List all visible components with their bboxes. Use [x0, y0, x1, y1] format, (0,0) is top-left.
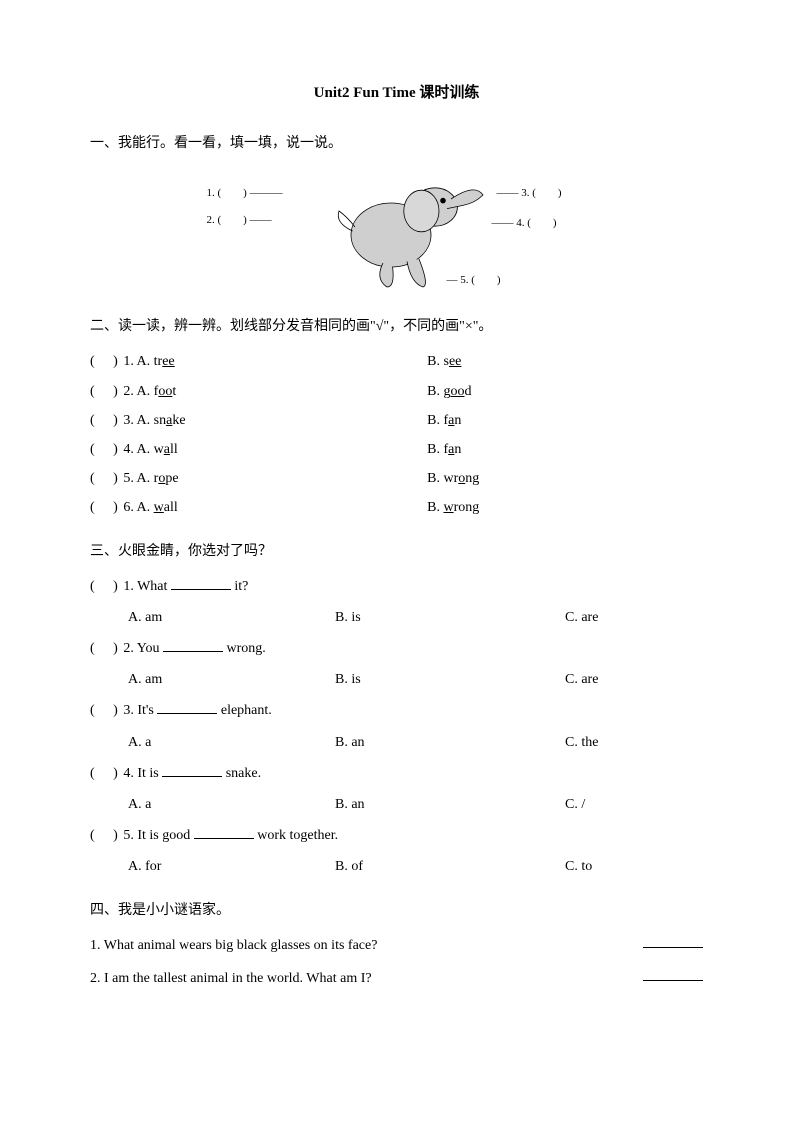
mc-options: A. amB. isC. are	[90, 605, 703, 630]
mc-question[interactable]: ( ) 1. What it?	[90, 574, 703, 599]
mc-question[interactable]: ( ) 5. It is good work together.	[90, 823, 703, 848]
pronunciation-row[interactable]: ( ) 4. A. wallB. fan	[90, 437, 703, 462]
section2-list: ( ) 1. A. treeB. see ( ) 2. A. footB. goo…	[90, 349, 703, 520]
riddle-row[interactable]: 1. What animal wears big black glasses o…	[90, 933, 703, 958]
option-b[interactable]: B. is	[335, 605, 565, 630]
option-c[interactable]: C. to	[565, 854, 703, 879]
section4-list: 1. What animal wears big black glasses o…	[90, 933, 703, 991]
mc-question[interactable]: ( ) 2. You wrong.	[90, 636, 703, 661]
section2-heading: 二、读一读，辨一辨。划线部分发音相同的画"√"，不同的画"×"。	[90, 314, 703, 339]
option-a[interactable]: A. a	[128, 792, 335, 817]
answer-blank[interactable]	[643, 933, 703, 948]
option-a[interactable]: A. am	[128, 667, 335, 692]
pronunciation-row[interactable]: ( ) 1. A. treeB. see	[90, 349, 703, 374]
section3-heading: 三、火眼金睛，你选对了吗？	[90, 539, 703, 564]
section3-list: ( ) 1. What it?A. amB. isC. are( ) 2. Yo…	[90, 574, 703, 880]
answer-blank[interactable]	[643, 966, 703, 981]
elephant-diagram: 1. ( ) ——— 2. ( ) —— —— 3. ( ) —— 4. ( )…	[217, 166, 577, 296]
mc-options: A. aB. anC. the	[90, 730, 703, 755]
option-c[interactable]: C. are	[565, 605, 703, 630]
label-1[interactable]: 1. ( ) ———	[207, 184, 283, 204]
option-c[interactable]: C. are	[565, 667, 703, 692]
option-a[interactable]: A. for	[128, 854, 335, 879]
label-5[interactable]: — 5. ( )	[447, 271, 501, 291]
pronunciation-row[interactable]: ( ) 3. A. snakeB. fan	[90, 408, 703, 433]
option-c[interactable]: C. /	[565, 792, 703, 817]
option-a[interactable]: A. a	[128, 730, 335, 755]
mc-options: A. forB. ofC. to	[90, 854, 703, 879]
pronunciation-row[interactable]: ( ) 6. A. wallB. wrong	[90, 495, 703, 520]
riddle-row[interactable]: 2. I am the tallest animal in the world.…	[90, 966, 703, 991]
option-b[interactable]: B. of	[335, 854, 565, 879]
option-b[interactable]: B. an	[335, 792, 565, 817]
label-4[interactable]: —— 4. ( )	[492, 214, 557, 234]
mc-question[interactable]: ( ) 4. It is snake.	[90, 761, 703, 786]
option-b[interactable]: B. is	[335, 667, 565, 692]
pronunciation-row[interactable]: ( ) 5. A. ropeB. wrong	[90, 466, 703, 491]
label-2[interactable]: 2. ( ) ——	[207, 211, 272, 231]
option-b[interactable]: B. an	[335, 730, 565, 755]
option-a[interactable]: A. am	[128, 605, 335, 630]
label-3[interactable]: —— 3. ( )	[497, 184, 562, 204]
option-c[interactable]: C. the	[565, 730, 703, 755]
worksheet-page: Unit2 Fun Time 课时训练 一、我能行。看一看，填一填，说一说。 1…	[0, 0, 793, 1122]
section1-heading: 一、我能行。看一看，填一填，说一说。	[90, 131, 703, 156]
mc-question[interactable]: ( ) 3. It's elephant.	[90, 698, 703, 723]
mc-options: A. aB. anC. /	[90, 792, 703, 817]
section4-heading: 四、我是小小谜语家。	[90, 898, 703, 923]
mc-options: A. amB. isC. are	[90, 667, 703, 692]
pronunciation-row[interactable]: ( ) 2. A. footB. good	[90, 379, 703, 404]
page-title: Unit2 Fun Time 课时训练	[90, 80, 703, 107]
